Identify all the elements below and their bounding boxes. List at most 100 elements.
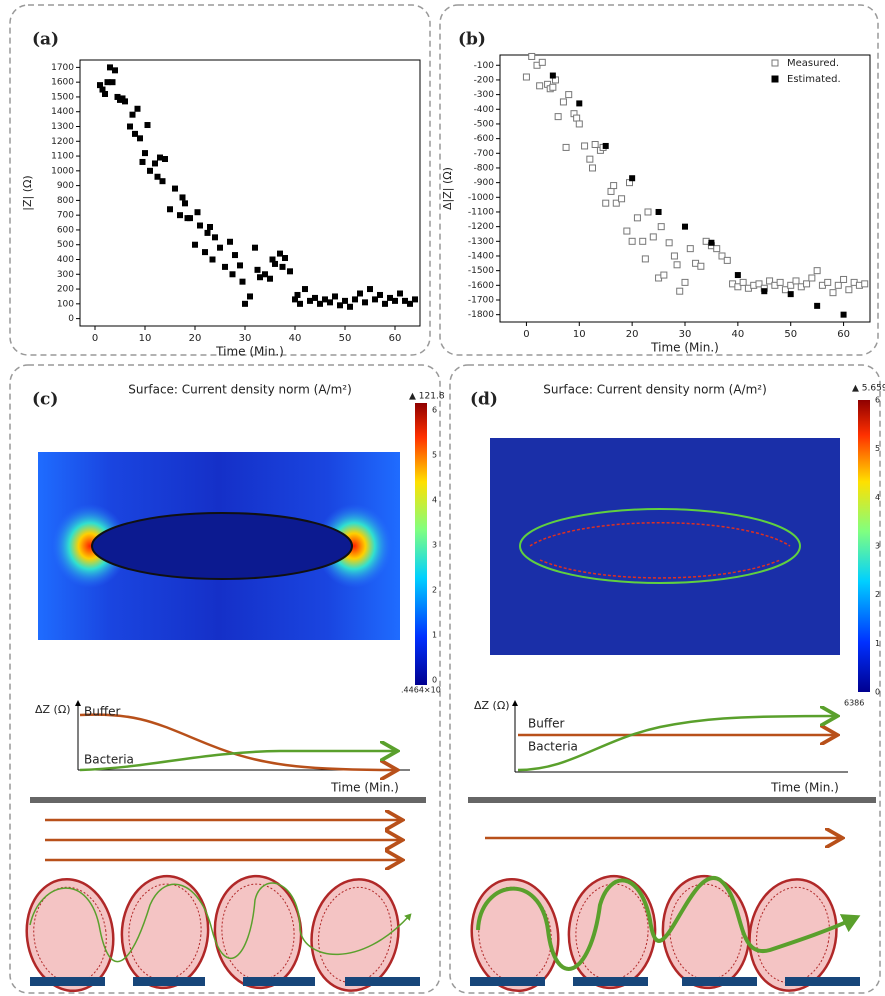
point xyxy=(279,263,286,270)
point xyxy=(317,300,323,307)
colorbar-max: ▲ 121.8 xyxy=(409,392,445,402)
electrode xyxy=(470,977,545,986)
point xyxy=(97,82,103,89)
point xyxy=(282,255,288,262)
colorbar-tick-label: 1 xyxy=(875,639,880,648)
point xyxy=(229,271,236,278)
point xyxy=(549,83,557,91)
point xyxy=(144,122,151,129)
point xyxy=(708,239,715,246)
y-tick-label: -300 xyxy=(474,90,495,100)
x-tick-label: 30 xyxy=(239,333,252,344)
point xyxy=(157,154,163,161)
point xyxy=(397,290,403,297)
point xyxy=(372,296,378,303)
point xyxy=(262,271,268,278)
point xyxy=(392,297,398,304)
point xyxy=(629,175,636,182)
panel-label: (a) xyxy=(32,30,59,50)
point xyxy=(332,293,338,300)
point xyxy=(602,199,610,207)
y-tick-label: -1000 xyxy=(468,193,494,203)
y-tick-label: -400 xyxy=(474,105,495,115)
y-axis-label: Δ|Z| (Ω) xyxy=(441,167,454,210)
y-tick-label: 500 xyxy=(57,240,74,250)
buffer-label: Buffer xyxy=(528,717,564,731)
colorbar-tick-label: 5 xyxy=(875,444,880,453)
y-tick-label: 1700 xyxy=(51,63,74,73)
point xyxy=(207,223,213,230)
point xyxy=(761,288,768,295)
point xyxy=(347,303,353,310)
colorbar-tick-label: 2 xyxy=(875,590,880,599)
point xyxy=(217,244,223,251)
cell-membrane xyxy=(33,886,107,984)
point xyxy=(528,52,536,60)
y-tick-label: 1300 xyxy=(51,122,74,132)
electrode xyxy=(133,977,205,986)
colorbar-min: .4464×10 xyxy=(401,686,441,695)
point xyxy=(618,195,626,203)
point xyxy=(581,142,589,150)
point xyxy=(139,158,146,165)
point xyxy=(232,252,238,259)
diagram-y-label: ΔZ (Ω) xyxy=(35,703,71,716)
plot-frame xyxy=(79,59,421,327)
point xyxy=(665,239,673,247)
point xyxy=(209,256,216,263)
electrode xyxy=(345,977,420,986)
cell xyxy=(25,877,115,993)
point xyxy=(292,296,298,303)
y-tick-label: -1700 xyxy=(468,295,494,305)
y-tick-label: 100 xyxy=(57,299,74,309)
y-tick-label: -800 xyxy=(474,163,495,173)
panel-label: (c) xyxy=(32,390,58,410)
point xyxy=(99,86,106,93)
x-tick-label: 10 xyxy=(139,333,152,344)
point xyxy=(610,182,618,190)
y-tick-label: -1500 xyxy=(468,266,494,276)
diagram-x-label: Time (Min.) xyxy=(770,781,839,795)
point xyxy=(723,256,731,264)
point xyxy=(342,297,348,304)
point xyxy=(655,208,662,215)
point xyxy=(112,67,118,74)
point xyxy=(382,300,388,307)
point xyxy=(387,294,393,301)
point xyxy=(172,185,178,192)
bacteria-label: Bacteria xyxy=(84,753,134,767)
point xyxy=(177,212,183,219)
electrode xyxy=(573,977,648,986)
y-tick-label: -100 xyxy=(474,61,495,71)
y-tick-label: 1400 xyxy=(51,107,74,117)
point xyxy=(167,206,173,213)
cell-membrane xyxy=(128,883,202,981)
point xyxy=(147,167,153,174)
x-tick-label: 50 xyxy=(339,333,352,344)
current-path xyxy=(476,875,861,971)
cell-membrane xyxy=(318,886,392,984)
point xyxy=(623,227,631,235)
point xyxy=(102,90,108,97)
point xyxy=(302,286,308,293)
point xyxy=(591,140,599,148)
y-tick-label: -1400 xyxy=(468,251,494,261)
point xyxy=(803,280,811,288)
point xyxy=(573,114,581,122)
point xyxy=(182,200,188,207)
point xyxy=(247,293,253,300)
x-axis-label: Time (Min.) xyxy=(650,341,719,355)
point xyxy=(673,261,681,269)
plot-title: Surface: Current density norm (A/m²) xyxy=(128,383,352,397)
panel-label: (d) xyxy=(470,390,498,410)
point xyxy=(681,278,689,286)
point xyxy=(660,271,668,279)
y-tick-label: 900 xyxy=(57,181,74,191)
point xyxy=(352,296,358,303)
point xyxy=(589,164,596,172)
point xyxy=(562,143,570,151)
point xyxy=(641,255,649,263)
simulation-images xyxy=(38,400,870,692)
colorbar-tick-label: 2 xyxy=(432,586,437,595)
